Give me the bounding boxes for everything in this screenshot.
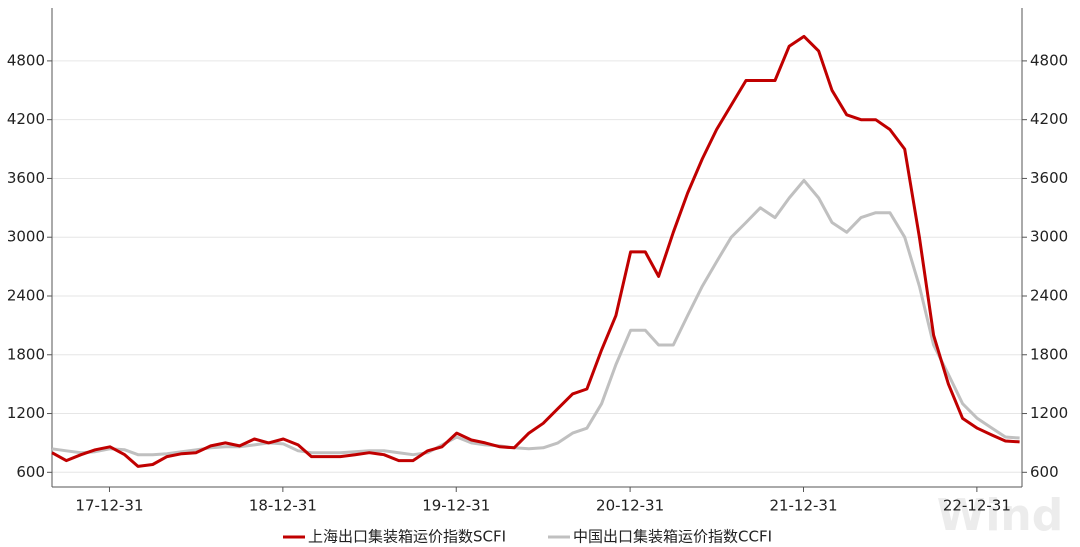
y-tick-label: 3600 [7, 169, 45, 187]
y-tick-label: 3000 [7, 228, 45, 246]
y-tick-label: 1200 [7, 404, 45, 422]
x-tick-label: 20-12-31 [596, 497, 664, 515]
y2-tick-label: 3000 [1030, 228, 1068, 246]
x-tick-label: 19-12-31 [422, 497, 490, 515]
y2-tick-label: 4800 [1030, 51, 1068, 69]
y2-tick-label: 3600 [1030, 169, 1068, 187]
series-line [51, 34, 1020, 468]
legend-label: 上海出口集装箱运价指数SCFI [308, 528, 506, 546]
y-tick-label: 4800 [7, 51, 45, 69]
x-tick-label: 22-12-31 [943, 497, 1011, 515]
y2-tick-label: 1800 [1030, 345, 1068, 363]
watermark: Wind [937, 490, 1063, 541]
legend-label: 中国出口集装箱运价指数CCFI [573, 528, 772, 546]
x-tick-label: 17-12-31 [75, 497, 143, 515]
y2-tick-label: 2400 [1030, 286, 1068, 304]
y2-tick-label: 1200 [1030, 404, 1068, 422]
y2-tick-label: 4200 [1030, 110, 1068, 128]
y2-tick-label: 600 [1030, 463, 1059, 481]
x-tick-label: 21-12-31 [769, 497, 837, 515]
x-tick-label: 18-12-31 [249, 497, 317, 515]
y-tick-label: 1800 [7, 345, 45, 363]
y-tick-label: 2400 [7, 286, 45, 304]
series-line [51, 178, 1020, 457]
y-tick-label: 4200 [7, 110, 45, 128]
y-tick-label: 600 [16, 463, 45, 481]
